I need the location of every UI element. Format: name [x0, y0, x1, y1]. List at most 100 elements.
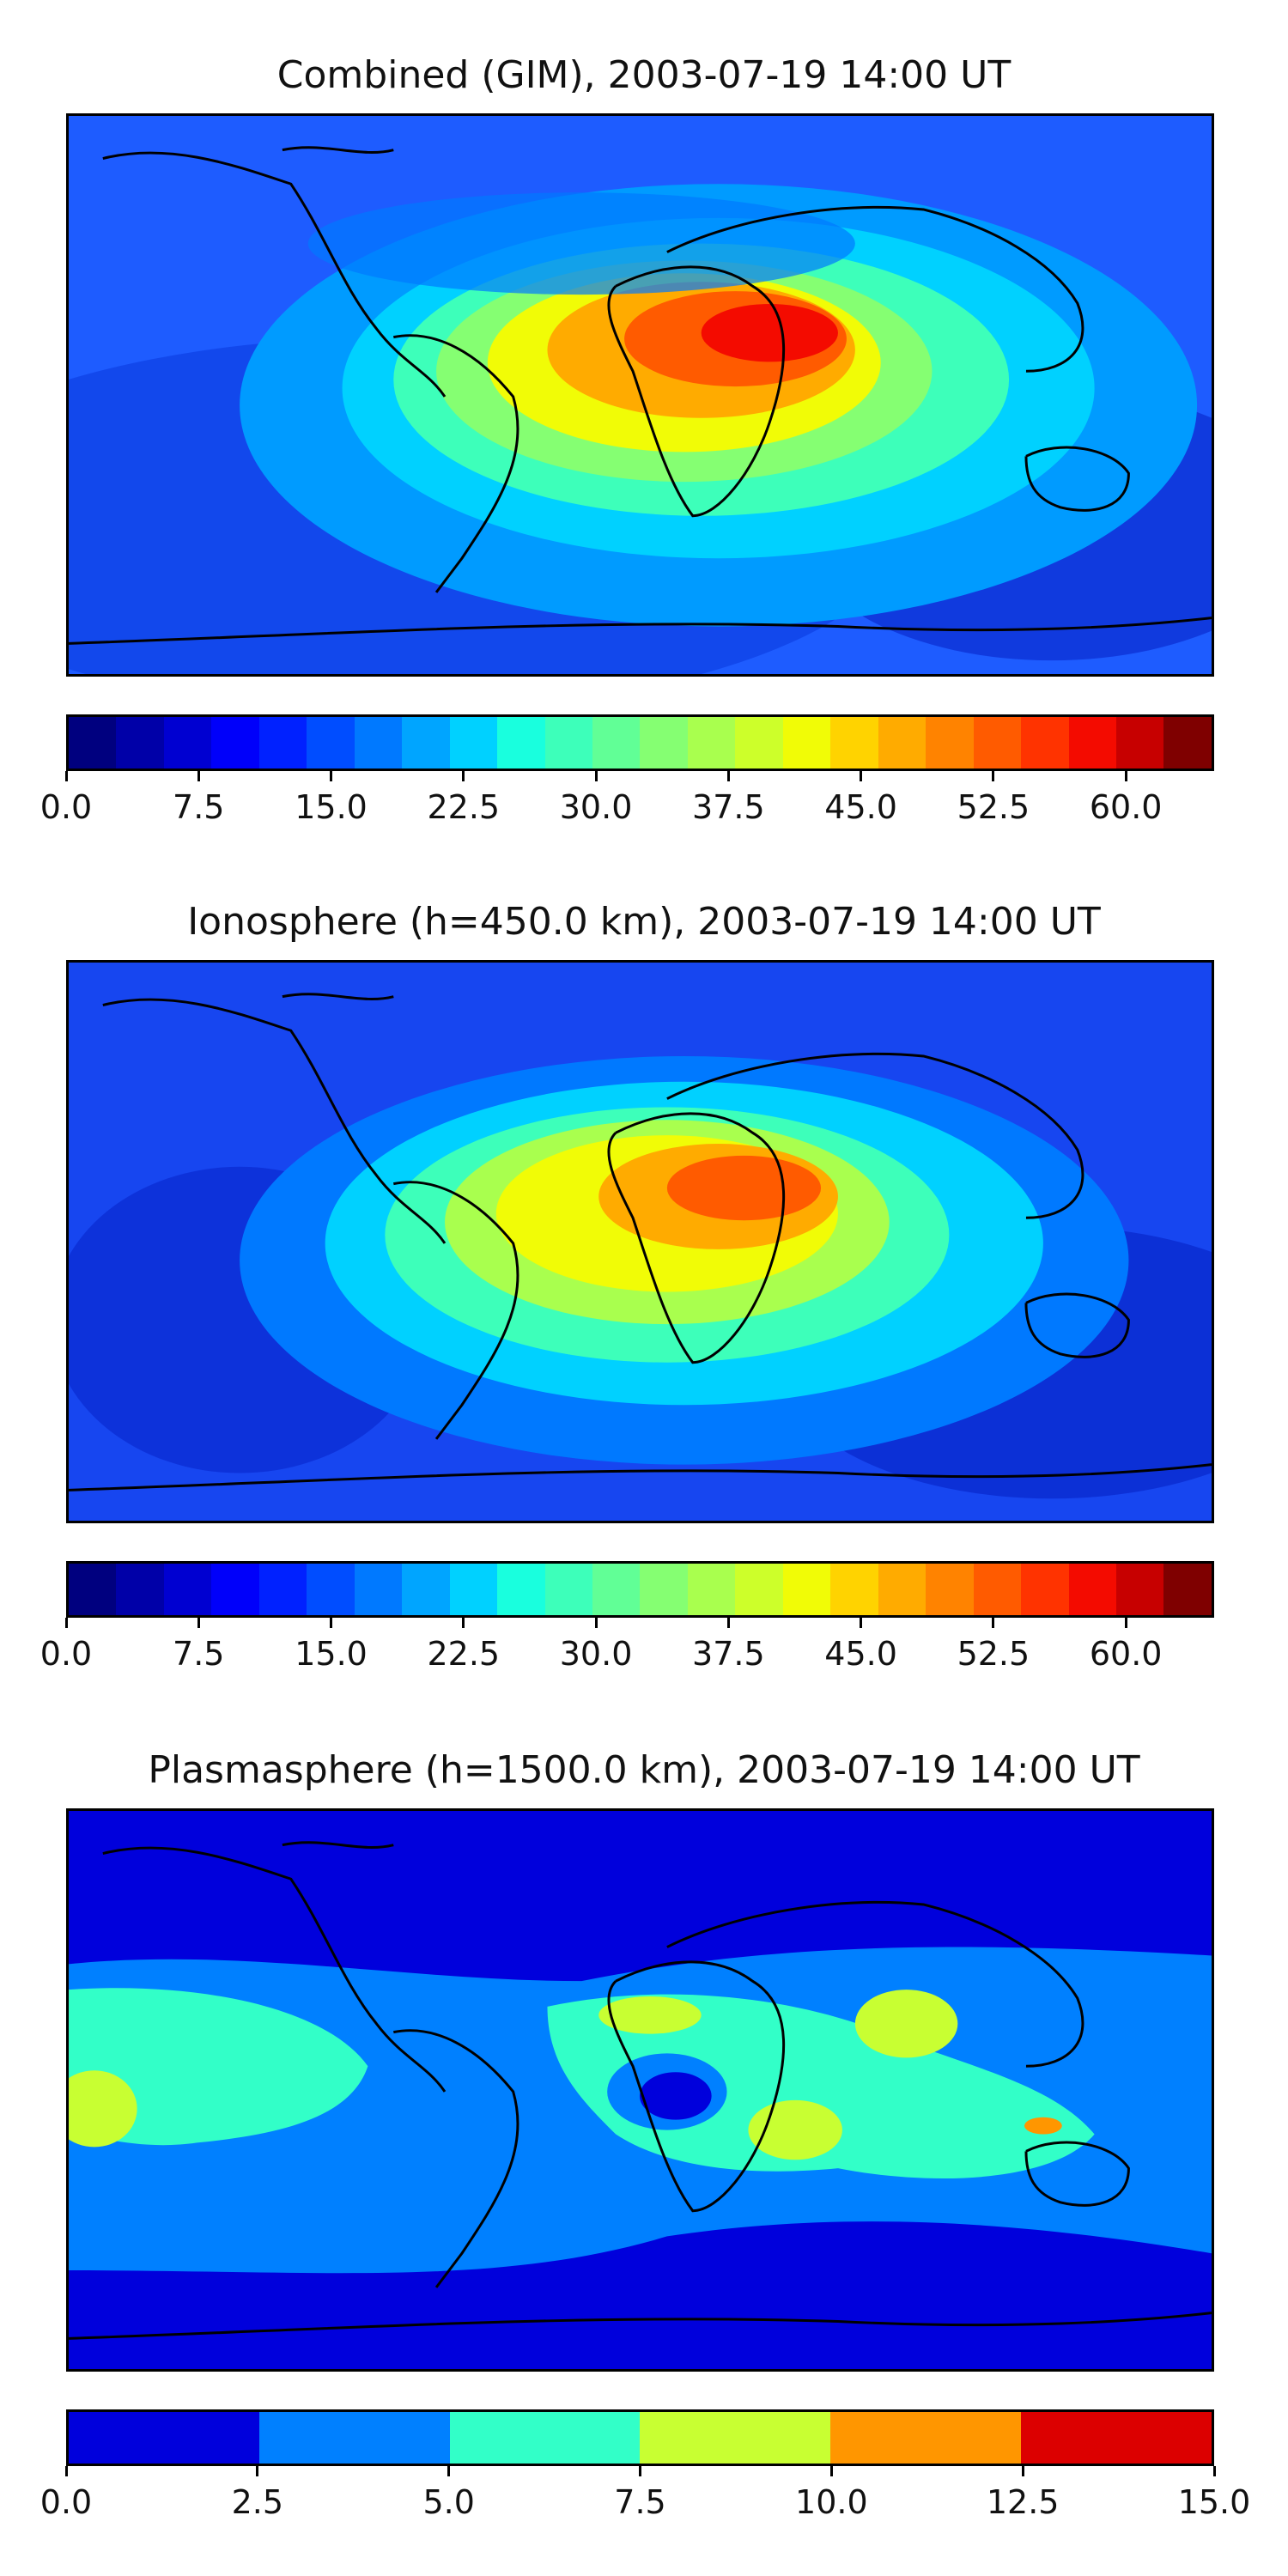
colorbar-segment: [926, 717, 974, 769]
tec-map-combined-svg: [69, 116, 1212, 674]
colorbar-tick: [1124, 1618, 1127, 1628]
colorbar-tick: [330, 1618, 333, 1628]
map-title: Ionosphere (h=450.0 km), 2003-07-19 14:0…: [187, 900, 1101, 944]
colorbar-segment: [69, 2412, 259, 2464]
colorbar-segment: [402, 717, 450, 769]
colorbar-tick-label: 5.0: [422, 2483, 475, 2521]
colorbar-segment: [402, 1564, 450, 1615]
colorbar-ionosphere: [66, 1561, 1214, 1618]
colorbar-tick-label: 2.5: [231, 2483, 284, 2521]
colorbar-segment: [258, 717, 307, 769]
colorbar-ticks-plasmasphere: 0.0 2.5 5.0 7.5 10.0 12.5 15.0: [40, 2466, 1250, 2521]
colorbar-segment: [1021, 1564, 1069, 1615]
colorbar-plasmasphere: [66, 2409, 1214, 2466]
map-title: Plasmasphere (h=1500.0 km), 2003-07-19 1…: [148, 1748, 1140, 1792]
colorbar-segment: [497, 1564, 545, 1615]
colorbar-tick-label: 0.0: [39, 788, 93, 826]
colorbar-tick: [594, 1618, 598, 1628]
colorbar-tick: [860, 1618, 863, 1628]
colorbar-segment: [878, 1564, 927, 1615]
colorbar-segment: [211, 1564, 259, 1615]
colorbar-segment: [735, 717, 783, 769]
colorbar-tick: [992, 1618, 995, 1628]
colorbar-tick: [829, 2466, 833, 2476]
colorbar-tick-label: 60.0: [1089, 788, 1163, 826]
colorbar-segment: [163, 717, 212, 769]
colorbar-segment: [973, 1564, 1022, 1615]
colorbar-tick-label: 15.0: [295, 1635, 368, 1673]
colorbar-segment: [878, 717, 927, 769]
colorbar-segment: [830, 717, 878, 769]
colorbar-tick-label: 22.5: [427, 788, 501, 826]
colorbar-tick: [1124, 771, 1127, 781]
coastlines-ionosphere: [69, 993, 1212, 1492]
colorbar-tick-label: 37.5: [692, 1635, 765, 1673]
colorbar-segment: [1021, 2412, 1212, 2464]
colorbar-tick-label: 0.0: [39, 1635, 93, 1673]
coastlines-plasmasphere: [69, 1841, 1212, 2340]
colorbar-tick-label: 30.0: [559, 788, 633, 826]
colorbar-segment: [1021, 717, 1069, 769]
colorbar-segment: [449, 2412, 641, 2464]
colorbar-segment: [69, 717, 117, 769]
colorbar-tick-label: 37.5: [692, 788, 765, 826]
colorbar-segment: [307, 1564, 355, 1615]
colorbar-tick-label: 52.5: [957, 788, 1030, 826]
colorbar-tick: [197, 1618, 200, 1628]
colorbar-segment: [830, 2412, 1022, 2464]
tec-map-ionosphere-svg: [69, 963, 1212, 1521]
colorbar-segment: [592, 717, 641, 769]
colorbar-segment: [258, 2412, 450, 2464]
colorbar-tick: [330, 771, 333, 781]
colorbar-ticks-combined: 0.0 7.5 15.0 22.5 30.0 37.5 45.0 52.5 60.0: [40, 771, 1214, 826]
colorbar-segment: [640, 1564, 688, 1615]
colorbar-segment: [782, 1564, 831, 1615]
colorbar-tick-label: 15.0: [295, 788, 368, 826]
colorbar-segment: [354, 717, 403, 769]
colorbar-tick: [64, 2466, 68, 2476]
colorbar-tick-label: 52.5: [957, 1635, 1030, 1673]
colorbar-segment: [69, 1564, 117, 1615]
colorbar-tick: [64, 1618, 68, 1628]
colorbar-segment: [258, 1564, 307, 1615]
tec-map-plasmasphere: [66, 1808, 1214, 2372]
colorbar-segment: [592, 1564, 641, 1615]
colorbar-tick: [447, 2466, 451, 2476]
colorbar-tick: [726, 1618, 730, 1628]
colorbar-segment: [1115, 1564, 1164, 1615]
colorbar-segment: [449, 717, 498, 769]
colorbar-tick: [462, 1618, 465, 1628]
colorbar-tick: [726, 771, 730, 781]
colorbar-tick: [594, 771, 598, 781]
colorbar-segment: [544, 717, 592, 769]
colorbar-tick-label: 60.0: [1089, 1635, 1163, 1673]
colorbar-segment: [1115, 717, 1164, 769]
colorbar-tick-label: 7.5: [173, 1635, 225, 1673]
colorbar-segment: [211, 717, 259, 769]
colorbar-segment: [640, 717, 688, 769]
colorbar-segment: [1068, 717, 1116, 769]
colorbar-segment: [1163, 717, 1212, 769]
colorbar-tick: [197, 771, 200, 781]
colorbar-segment: [830, 1564, 878, 1615]
colorbar-tick-label: 30.0: [559, 1635, 633, 1673]
tec-map-ionosphere: [66, 960, 1214, 1523]
colorbar-tick: [256, 2466, 259, 2476]
colorbar-segment: [497, 717, 545, 769]
colorbar-tick-label: 10.0: [795, 2483, 868, 2521]
colorbar-tick-label: 7.5: [614, 2483, 666, 2521]
colorbar-segment: [687, 717, 736, 769]
colorbar-segment: [449, 1564, 498, 1615]
colorbar-segment: [640, 2412, 831, 2464]
colorbar-segment: [163, 1564, 212, 1615]
colorbar-segment: [926, 1564, 974, 1615]
colorbar-segment: [116, 717, 164, 769]
colorbar-segment: [782, 717, 831, 769]
colorbar-combined: [66, 714, 1214, 771]
colorbar-segment: [1068, 1564, 1116, 1615]
coastlines-combined: [69, 146, 1212, 645]
colorbar-tick-label: 45.0: [824, 1635, 897, 1673]
colorbar-tick: [992, 771, 995, 781]
colorbar-tick-label: 15.0: [1177, 2483, 1251, 2521]
colorbar-segment: [544, 1564, 592, 1615]
